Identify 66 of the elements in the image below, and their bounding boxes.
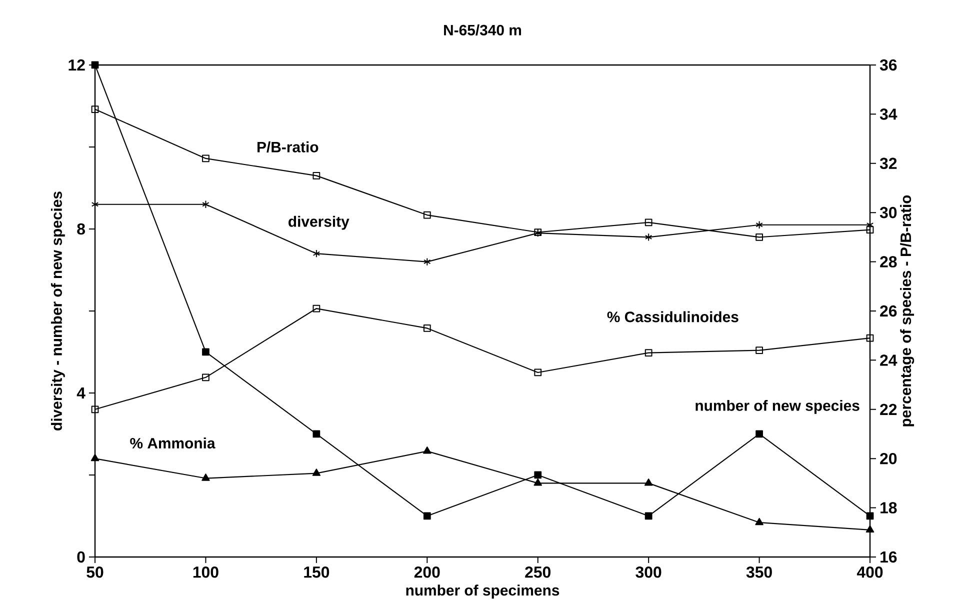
y-tick-label: 4 [76, 388, 86, 398]
y2-tick-label: 28 [880, 256, 897, 268]
point [202, 154, 210, 162]
point [90, 454, 100, 462]
point [91, 406, 99, 414]
point [91, 106, 99, 113]
point [202, 474, 210, 481]
y2-tick-label: 16 [880, 551, 897, 563]
series-label: diversity [288, 216, 350, 230]
point [534, 368, 542, 376]
y-tick-label: 12 [68, 59, 85, 71]
series-label: P/B-ratio [258, 141, 318, 153]
y2-tick-label: 20 [880, 452, 897, 464]
y2-tick-label: 22 [880, 404, 897, 415]
point [312, 430, 320, 438]
y-axis-title: diversity - number of new species [50, 192, 65, 430]
point [424, 258, 431, 266]
point [644, 218, 652, 226]
y-tick-label: 0 [77, 551, 85, 563]
y-tick-label: 8 [77, 223, 85, 235]
point [423, 512, 431, 520]
point [756, 220, 763, 229]
point [423, 211, 431, 219]
y2-tick-label: 34 [880, 108, 898, 120]
point [312, 468, 321, 476]
series-label: % Cassidulinoides [607, 311, 738, 322]
y2-tick-label: 26 [880, 305, 897, 317]
point [534, 478, 542, 486]
x-tick-label: 300 [636, 566, 662, 578]
x-tick-label: 100 [193, 566, 218, 578]
y2-tick-label: 24 [880, 354, 898, 366]
point [866, 334, 874, 342]
x-axis-title: number of specimens [406, 584, 560, 599]
y2-tick-label: 32 [880, 158, 897, 170]
point [312, 250, 320, 258]
x-tick-label: 150 [304, 566, 330, 578]
x-tick-label: 350 [746, 566, 772, 578]
point [644, 233, 652, 242]
point [756, 346, 763, 354]
x-tick-label: 200 [414, 566, 440, 578]
point [202, 348, 210, 356]
chart-title: N-65/340 m [444, 24, 522, 36]
point [644, 512, 652, 520]
point [644, 349, 652, 356]
point [423, 446, 432, 454]
x-tick-label: 50 [86, 566, 104, 578]
point [756, 234, 763, 241]
y2-axis-title: percentage of species - P/B-ratio [900, 195, 914, 426]
point [202, 374, 210, 382]
point [644, 478, 653, 486]
series-label: number of new species [696, 400, 860, 414]
point [312, 172, 320, 180]
x-tick-label: 400 [856, 566, 883, 578]
point [866, 525, 874, 533]
point [534, 471, 542, 479]
point [312, 304, 320, 312]
y2-tick-label: 30 [880, 206, 897, 218]
point [755, 518, 764, 526]
point [423, 324, 431, 332]
point [202, 200, 210, 208]
series-label: % Ammonia [130, 438, 216, 448]
x-tick-label: 250 [525, 566, 550, 578]
y2-tick-label: 36 [880, 59, 897, 71]
y2-tick-label: 18 [880, 502, 897, 514]
point [756, 430, 763, 438]
point [866, 226, 874, 234]
